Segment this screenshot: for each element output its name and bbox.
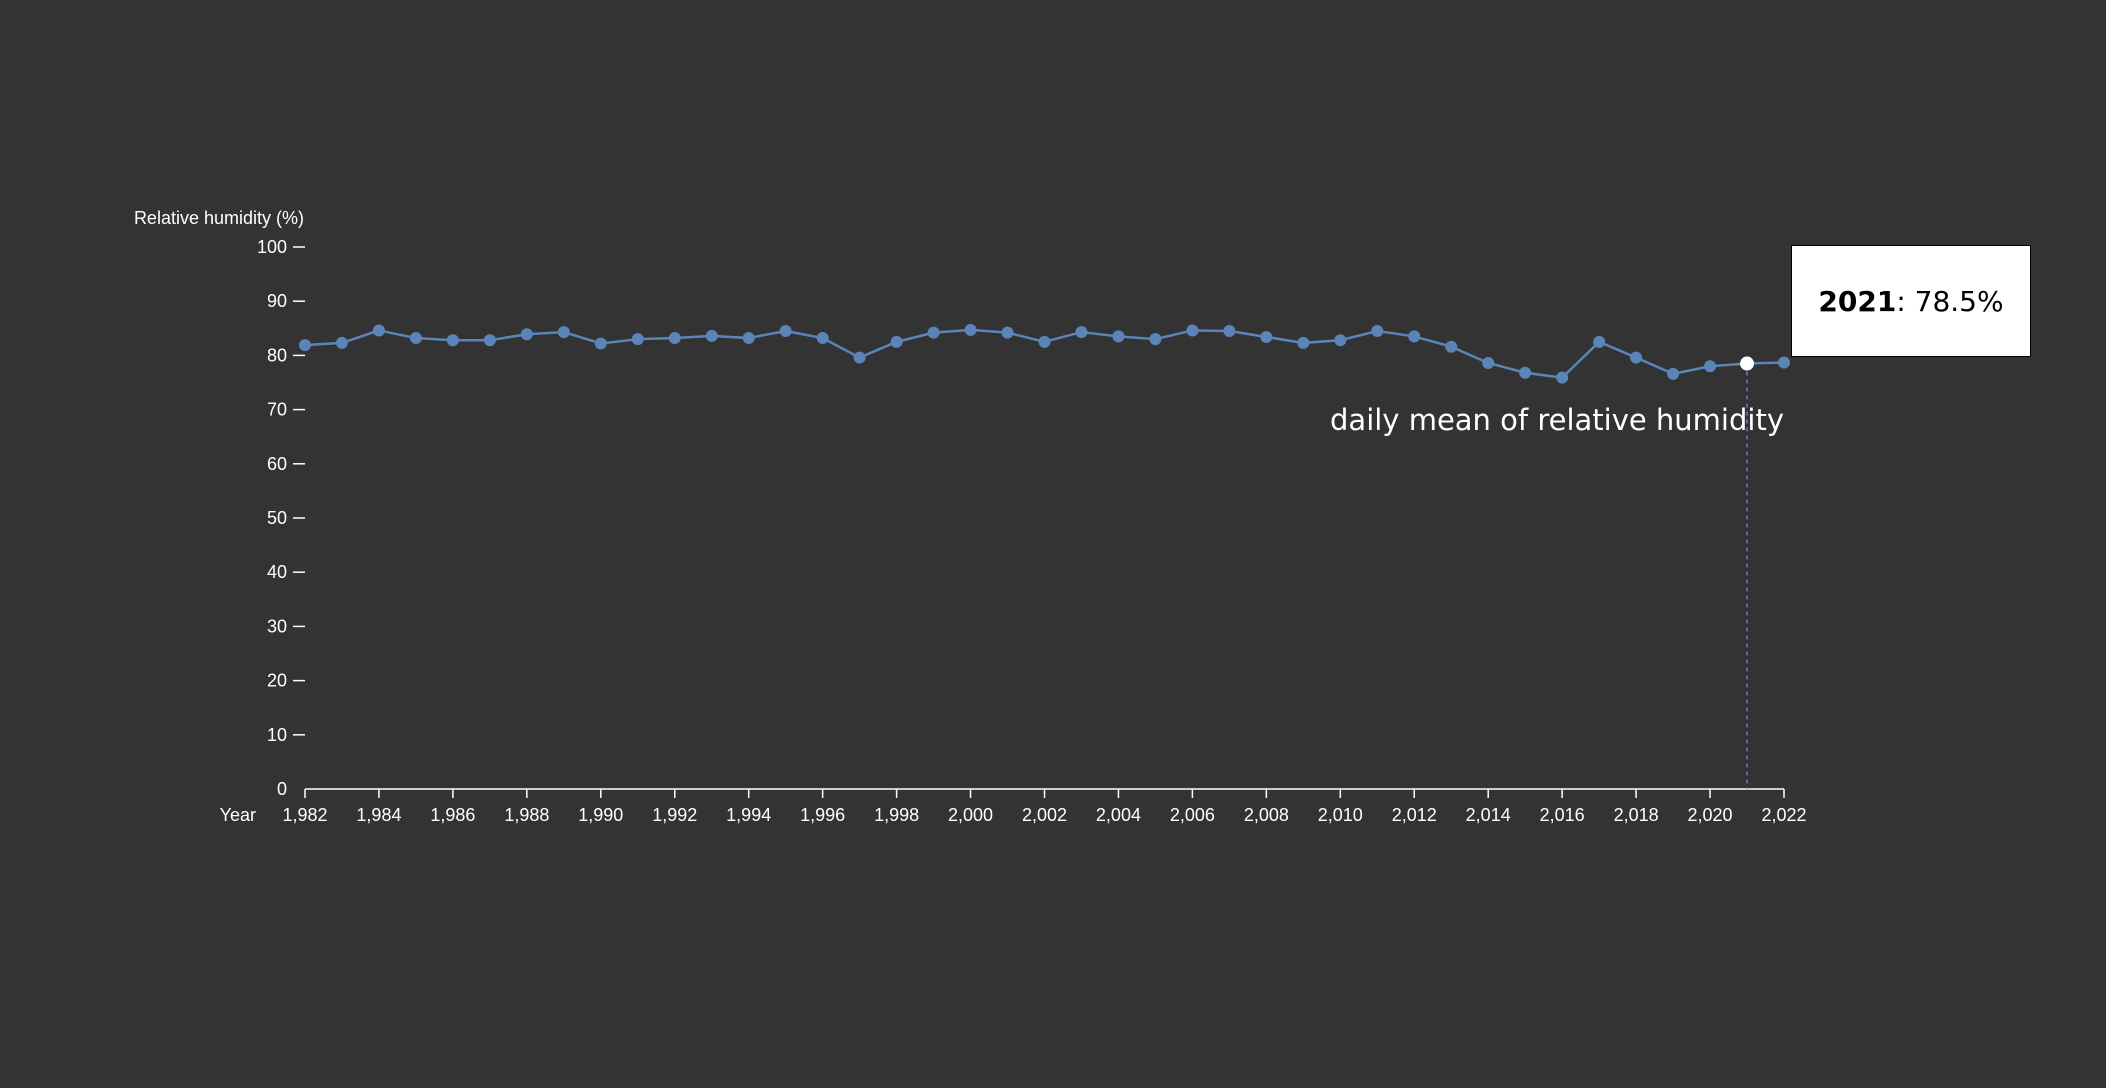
data-point[interactable] — [853, 351, 866, 364]
data-point[interactable] — [1334, 334, 1347, 347]
x-axis-title: Year — [220, 805, 256, 825]
y-axis-title: Relative humidity (%) — [134, 208, 304, 228]
x-tick-label: 1,992 — [652, 805, 697, 825]
data-point[interactable] — [742, 332, 755, 345]
x-tick-label: 2,012 — [1392, 805, 1437, 825]
y-tick-label: 80 — [267, 345, 287, 365]
x-tick-label: 1,990 — [578, 805, 623, 825]
x-tick-label: 1,986 — [430, 805, 475, 825]
data-point[interactable] — [1149, 333, 1162, 346]
x-tick-label: 1,998 — [874, 805, 919, 825]
data-point[interactable] — [483, 334, 496, 347]
data-point[interactable] — [1075, 326, 1088, 339]
data-point[interactable] — [1704, 360, 1717, 373]
x-tick-label: 2,010 — [1318, 805, 1363, 825]
data-point[interactable] — [1519, 366, 1532, 379]
data-point[interactable] — [299, 339, 311, 352]
data-point[interactable] — [1593, 335, 1606, 348]
data-point[interactable] — [1630, 351, 1643, 364]
data-point[interactable] — [1556, 371, 1569, 384]
data-point[interactable] — [668, 332, 681, 345]
data-point[interactable] — [1223, 325, 1236, 338]
y-tick-label: 100 — [257, 237, 287, 257]
data-point[interactable] — [631, 333, 644, 346]
data-point[interactable] — [520, 328, 533, 341]
data-point[interactable] — [1445, 340, 1458, 353]
data-point[interactable] — [1038, 335, 1051, 348]
data-point[interactable] — [372, 324, 385, 337]
data-point[interactable] — [1667, 367, 1680, 380]
y-tick-label: 30 — [267, 616, 287, 636]
x-tick-label: 1,994 — [726, 805, 771, 825]
y-tick-label: 60 — [267, 454, 287, 474]
data-point[interactable] — [557, 326, 570, 339]
x-tick-label: 2,014 — [1466, 805, 1511, 825]
x-tick-label: 1,984 — [356, 805, 401, 825]
data-point[interactable] — [964, 323, 977, 336]
x-tick-label: 2,008 — [1244, 805, 1289, 825]
y-tick-label: 70 — [267, 400, 287, 420]
x-tick-label: 2,022 — [1761, 805, 1806, 825]
data-point[interactable] — [779, 325, 792, 338]
data-point[interactable] — [1778, 356, 1790, 369]
data-point[interactable] — [1408, 330, 1421, 343]
x-tick-label: 1,982 — [282, 805, 327, 825]
x-axis: 1,982 1,984 1,986 1,988 1,990 1,992 1,994 1,996… — [282, 788, 1807, 825]
x-tick-label: 2,020 — [1688, 805, 1733, 825]
x-tick-label: 2,000 — [948, 805, 993, 825]
series-label: daily mean of relative humidity — [1330, 403, 1784, 437]
x-tick-label: 2,004 — [1096, 805, 1141, 825]
data-points — [299, 323, 1790, 384]
highlighted-point[interactable] — [1740, 356, 1755, 371]
data-point[interactable] — [594, 337, 607, 350]
data-point[interactable] — [1297, 336, 1310, 349]
y-tick-label: 20 — [267, 671, 287, 691]
x-tick-label: 2,016 — [1540, 805, 1585, 825]
y-axis: 0 10 20 30 40 50 60 70 80 90 100 — [257, 237, 305, 799]
data-point[interactable] — [816, 332, 829, 345]
tooltip: 2021: 78.5% — [1791, 245, 2031, 357]
data-point[interactable] — [1482, 356, 1495, 369]
data-point[interactable] — [409, 332, 422, 345]
data-point[interactable] — [1371, 325, 1384, 338]
x-tick-label: 1,996 — [800, 805, 845, 825]
data-point[interactable] — [705, 329, 718, 342]
y-tick-label: 10 — [267, 725, 287, 745]
y-tick-label: 40 — [267, 562, 287, 582]
tooltip-year: 2021 — [1818, 284, 1897, 318]
x-tick-label: 2,002 — [1022, 805, 1067, 825]
x-tick-label: 2,018 — [1614, 805, 1659, 825]
data-point[interactable] — [890, 335, 903, 348]
x-tick-label: 1,988 — [504, 805, 549, 825]
data-point[interactable] — [1112, 330, 1125, 343]
data-point[interactable] — [1001, 326, 1014, 339]
data-point[interactable] — [335, 336, 348, 349]
data-point[interactable] — [927, 326, 940, 339]
data-point[interactable] — [1260, 330, 1273, 343]
x-tick-label: 2,006 — [1170, 805, 1215, 825]
data-point[interactable] — [1186, 324, 1199, 337]
y-tick-label: 50 — [267, 508, 287, 528]
data-point[interactable] — [446, 334, 459, 347]
y-tick-label: 90 — [267, 291, 287, 311]
y-tick-label: 0 — [277, 779, 287, 799]
tooltip-value: : 78.5% — [1896, 284, 2004, 318]
